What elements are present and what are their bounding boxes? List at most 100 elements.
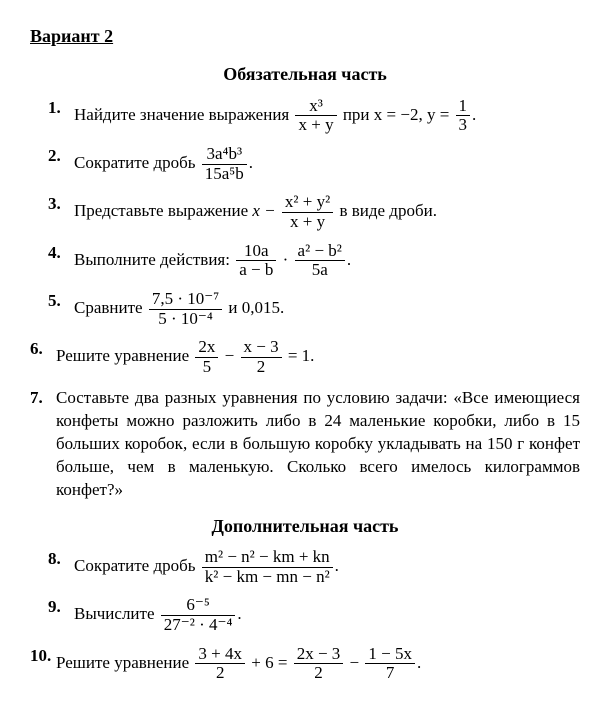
- denominator: k² − km − mn − n²: [202, 568, 333, 587]
- problem-body: Решите уравнение 3 + 4x2 + 6 = 2x − 32 −…: [56, 645, 580, 683]
- problem-7: 7. Составьте два разных уравнения по усл…: [30, 387, 580, 502]
- text: и 0,015.: [224, 298, 284, 317]
- problem-body: Вычислите 6⁻⁵27⁻² · 4⁻⁴.: [74, 596, 580, 634]
- fraction: 7,5 · 10⁻⁷5 · 10⁻⁴: [149, 290, 222, 328]
- fraction: 13: [456, 97, 471, 135]
- numerator: 1 − 5x: [365, 645, 415, 665]
- numerator: m² − n² − km + kn: [202, 548, 333, 568]
- fraction: x − 32: [241, 338, 282, 376]
- problem-10: 10. Решите уравнение 3 + 4x2 + 6 = 2x − …: [30, 645, 580, 683]
- text: = 1.: [284, 347, 315, 366]
- fraction: 2x − 32: [294, 645, 344, 683]
- problem-body: Найдите значение выражения x³x + y при x…: [74, 97, 580, 135]
- fraction: 2x5: [195, 338, 218, 376]
- numerator: a² − b²: [295, 242, 345, 262]
- numerator: x − 3: [241, 338, 282, 358]
- numerator: 3a⁴b³: [202, 145, 247, 165]
- problem-8: 8. Сократите дробь m² − n² − km + knk² −…: [30, 548, 580, 586]
- problem-number: 3.: [48, 193, 74, 216]
- numerator: 2x − 3: [294, 645, 344, 665]
- fraction: 1 − 5x7: [365, 645, 415, 683]
- numerator: x³: [295, 97, 336, 117]
- numerator: 6⁻⁵: [161, 596, 236, 616]
- text: .: [249, 153, 253, 172]
- denominator: 2: [195, 664, 245, 683]
- text: Сократите дробь: [74, 556, 200, 575]
- denominator: 5a: [295, 261, 345, 280]
- denominator: 5 · 10⁻⁴: [149, 310, 222, 329]
- fraction: 10aa − b: [236, 242, 276, 280]
- text: .: [347, 250, 351, 269]
- problem-3: 3. Представьте выражение x − x² + y²x + …: [30, 193, 580, 231]
- denominator: x + y: [282, 213, 333, 232]
- problem-number: 6.: [30, 338, 56, 361]
- fraction: 6⁻⁵27⁻² · 4⁻⁴: [161, 596, 236, 634]
- problem-number: 5.: [48, 290, 74, 313]
- fraction: a² − b²5a: [295, 242, 345, 280]
- text: Составьте два разных уравнения по услови…: [56, 387, 580, 502]
- numerator: 10a: [236, 242, 276, 262]
- problem-body: Решите уравнение 2x5 − x − 32 = 1.: [56, 338, 580, 376]
- section-extra-title: Дополнительная часть: [30, 514, 580, 538]
- denominator: 27⁻² · 4⁻⁴: [161, 616, 236, 635]
- problem-6: 6. Решите уравнение 2x5 − x − 32 = 1.: [30, 338, 580, 376]
- denominator: 2: [294, 664, 344, 683]
- denominator: 5: [195, 358, 218, 377]
- numerator: 2x: [195, 338, 218, 358]
- fraction: x³x + y: [295, 97, 336, 135]
- problem-9: 9. Вычислите 6⁻⁵27⁻² · 4⁻⁴.: [30, 596, 580, 634]
- problem-number: 4.: [48, 242, 74, 265]
- denominator: a − b: [236, 261, 276, 280]
- fraction: m² − n² − km + knk² − km − mn − n²: [202, 548, 333, 586]
- problem-number: 2.: [48, 145, 74, 168]
- problem-body: Составьте два разных уравнения по услови…: [56, 387, 580, 502]
- text: Решите уравнение: [56, 653, 193, 672]
- problem-5: 5. Сравните 7,5 · 10⁻⁷5 · 10⁻⁴ и 0,015.: [30, 290, 580, 328]
- numerator: 1: [456, 97, 471, 117]
- text: Представьте выражение: [74, 201, 252, 220]
- problem-body: Представьте выражение x − x² + y²x + y в…: [74, 193, 580, 231]
- text: Найдите значение выражения: [74, 105, 293, 124]
- condition: x = −2, y =: [374, 105, 454, 124]
- math: x −: [252, 201, 280, 220]
- text: Сравните: [74, 298, 147, 317]
- fraction: x² + y²x + y: [282, 193, 333, 231]
- text: Решите уравнение: [56, 347, 193, 366]
- numerator: 3 + 4x: [195, 645, 245, 665]
- text: в виде дроби.: [335, 201, 437, 220]
- text: .: [335, 556, 339, 575]
- text: .: [417, 653, 421, 672]
- text: .: [472, 105, 476, 124]
- operator: −: [345, 653, 363, 672]
- numerator: x² + y²: [282, 193, 333, 213]
- denominator: 2: [241, 358, 282, 377]
- text: + 6 =: [247, 653, 292, 672]
- problem-body: Сократите дробь m² − n² − km + knk² − km…: [74, 548, 580, 586]
- fraction: 3 + 4x2: [195, 645, 245, 683]
- section-main-title: Обязательная часть: [30, 62, 580, 86]
- problem-number: 7.: [30, 387, 56, 410]
- operator: ·: [278, 250, 292, 269]
- operator: −: [220, 347, 238, 366]
- denominator: 15a⁵b: [202, 165, 247, 184]
- text: при: [339, 105, 374, 124]
- problem-1: 1. Найдите значение выражения x³x + y пр…: [30, 97, 580, 135]
- numerator: 7,5 · 10⁻⁷: [149, 290, 222, 310]
- problem-body: Сравните 7,5 · 10⁻⁷5 · 10⁻⁴ и 0,015.: [74, 290, 580, 328]
- variant-title: Вариант 2: [30, 24, 580, 48]
- problem-body: Выполните действия: 10aa − b · a² − b²5a…: [74, 242, 580, 280]
- problem-4: 4. Выполните действия: 10aa − b · a² − b…: [30, 242, 580, 280]
- denominator: x + y: [295, 116, 336, 135]
- denominator: 7: [365, 664, 415, 683]
- text: Вычислите: [74, 604, 159, 623]
- problem-2: 2. Сократите дробь 3a⁴b³15a⁵b.: [30, 145, 580, 183]
- denominator: 3: [456, 116, 471, 135]
- problem-number: 9.: [48, 596, 74, 619]
- problem-number: 10.: [30, 645, 56, 668]
- text: .: [237, 604, 241, 623]
- text: Выполните действия:: [74, 250, 234, 269]
- problem-body: Сократите дробь 3a⁴b³15a⁵b.: [74, 145, 580, 183]
- problem-number: 1.: [48, 97, 74, 120]
- text: Сократите дробь: [74, 153, 200, 172]
- problem-number: 8.: [48, 548, 74, 571]
